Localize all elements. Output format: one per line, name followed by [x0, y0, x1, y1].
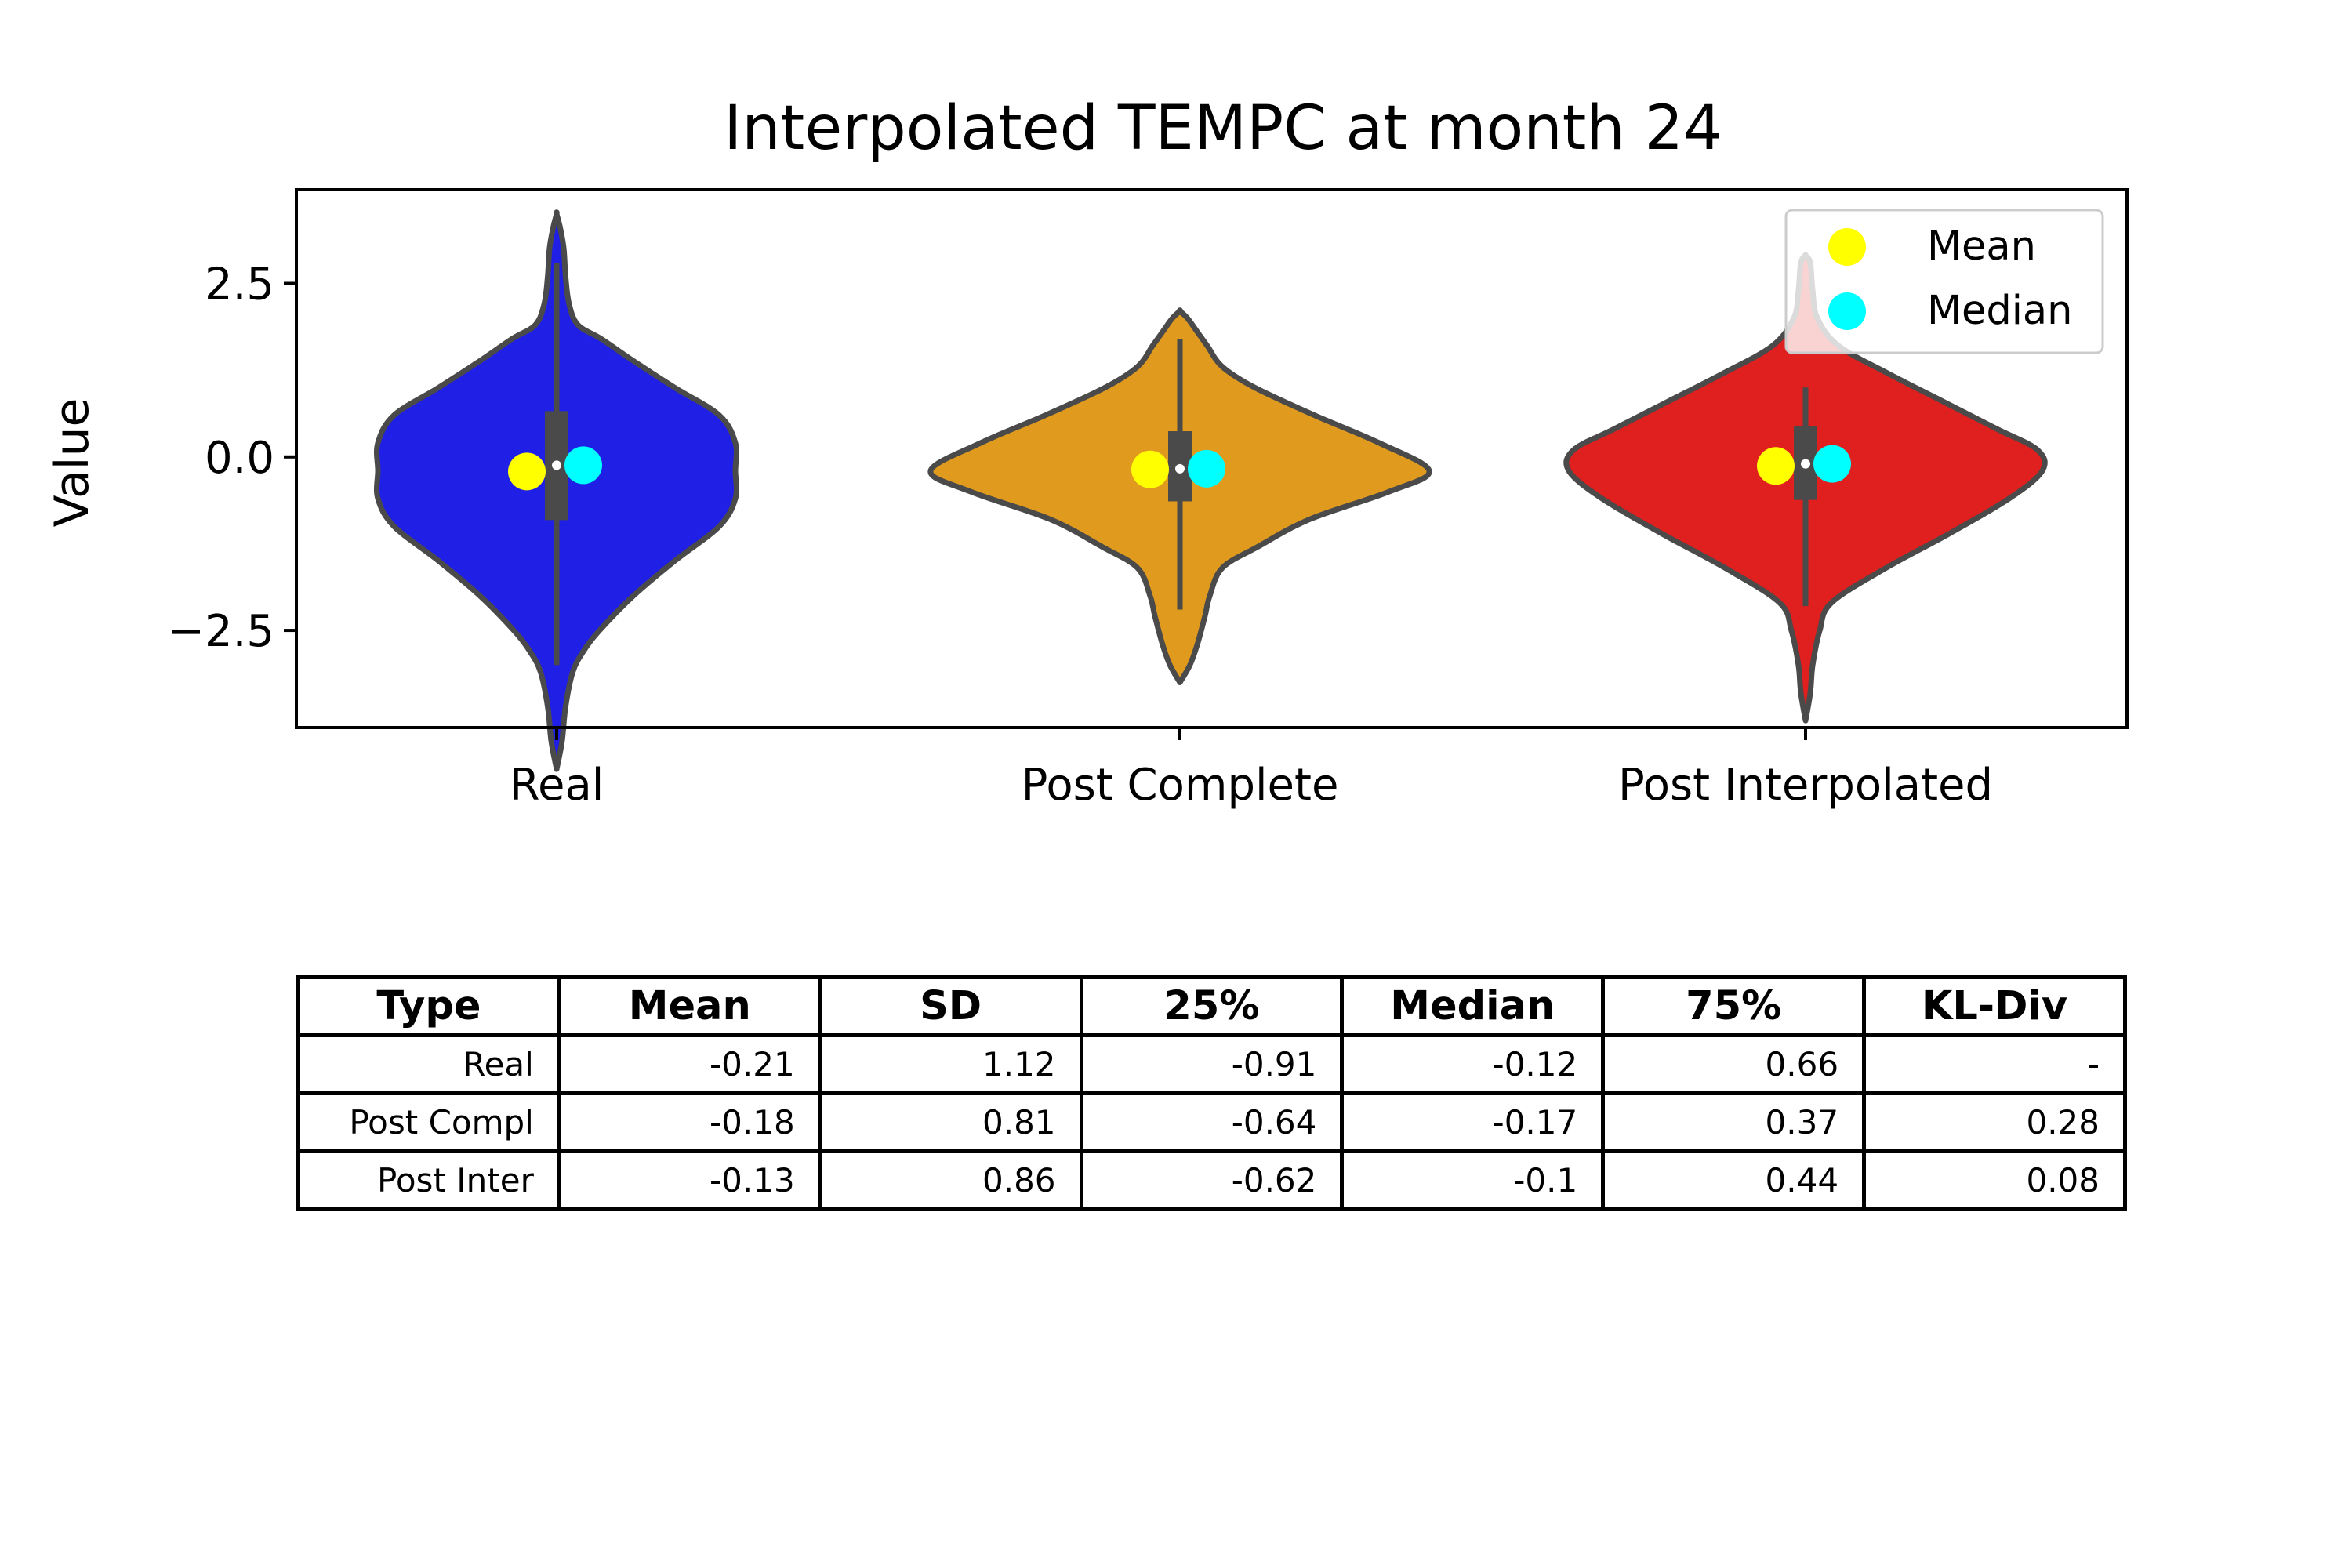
table-cell: -0.17 — [1340, 1091, 1606, 1153]
table-cell: 0.86 — [818, 1149, 1083, 1211]
legend-marker — [1828, 228, 1866, 266]
table-cell: -0.64 — [1079, 1091, 1345, 1153]
x-tick-label: Post Complete — [1022, 760, 1339, 811]
axes-frame — [295, 188, 2129, 729]
table-cell: -0.13 — [557, 1149, 822, 1211]
table-header-cell: SD — [818, 975, 1083, 1037]
y-tick-label: 2.5 — [205, 259, 274, 310]
table-cell: - — [1862, 1033, 2127, 1095]
legend-label: Mean — [1927, 223, 2036, 270]
table-cell: -0.18 — [557, 1091, 822, 1153]
table-header-cell: 25% — [1079, 975, 1345, 1037]
table-cell: -0.12 — [1340, 1033, 1606, 1095]
table-header-cell: Type — [296, 975, 561, 1037]
table-cell: 0.66 — [1601, 1033, 1867, 1095]
x-tick-label: Post Interpolated — [1618, 760, 1993, 811]
median-marker — [564, 446, 602, 485]
table-cell: 0.37 — [1601, 1091, 1867, 1153]
median-marker — [1188, 449, 1225, 488]
table-cell: Real — [296, 1033, 561, 1095]
table-cell: 0.44 — [1601, 1149, 1867, 1211]
y-tick-label: −2.5 — [168, 606, 274, 657]
table-cell: 0.28 — [1862, 1091, 2127, 1153]
table-cell: 1.12 — [818, 1033, 1083, 1095]
table-cell: Post Inter — [296, 1149, 561, 1211]
table-cell: Post Compl — [296, 1091, 561, 1153]
mean-marker — [1757, 447, 1795, 485]
table-cell: -0.21 — [557, 1033, 822, 1095]
table-cell: -0.1 — [1340, 1149, 1606, 1211]
table-header-cell: Mean — [557, 975, 822, 1037]
table-row: Post Compl -0.18 0.81 -0.64 -0.17 0.37 0.28 — [296, 1091, 2127, 1153]
median-marker — [1813, 445, 1851, 483]
chart-title: Interpolated TEMPC at month 24 — [724, 93, 1722, 164]
table-row: Real -0.21 1.12 -0.91 -0.12 0.66- — [296, 1033, 2127, 1095]
table-header-cell: KL-Div — [1862, 975, 2127, 1037]
table-row: Post Inter -0.13 0.86 -0.62 -0.1 0.44 0.08 — [296, 1149, 2127, 1211]
legend: Mean Median — [1784, 209, 2104, 354]
mean-marker — [508, 452, 546, 491]
legend-marker — [1828, 292, 1866, 330]
legend-label: Median — [1927, 288, 2073, 334]
y-tick-label: 0.0 — [205, 433, 274, 484]
table-body: Real -0.21 1.12 -0.91 -0.12 0.66- Post Compl -0… — [296, 1033, 2127, 1211]
table-header-row: Type Mean SD 25% Median 75% KL-Div — [296, 975, 2127, 1037]
table-header-cell: Median — [1340, 975, 1606, 1037]
violin-center-dot — [1175, 463, 1185, 474]
table-cell: -0.62 — [1079, 1149, 1345, 1211]
table-cell: 0.81 — [818, 1091, 1083, 1153]
violin-center-dot — [552, 460, 561, 470]
stats-table: Type Mean SD 25% Median 75% KL-Div Real -0.21 1.… — [296, 975, 2127, 1211]
table-cell: 0.08 — [1862, 1149, 2127, 1211]
table-cell: -0.91 — [1079, 1033, 1345, 1095]
mean-marker — [1131, 450, 1169, 488]
violin-center-dot — [1801, 459, 1810, 469]
x-tick-label: Real — [510, 760, 604, 811]
y-axis-label: Value — [45, 398, 100, 528]
table-header-cell: 75% — [1601, 975, 1867, 1037]
